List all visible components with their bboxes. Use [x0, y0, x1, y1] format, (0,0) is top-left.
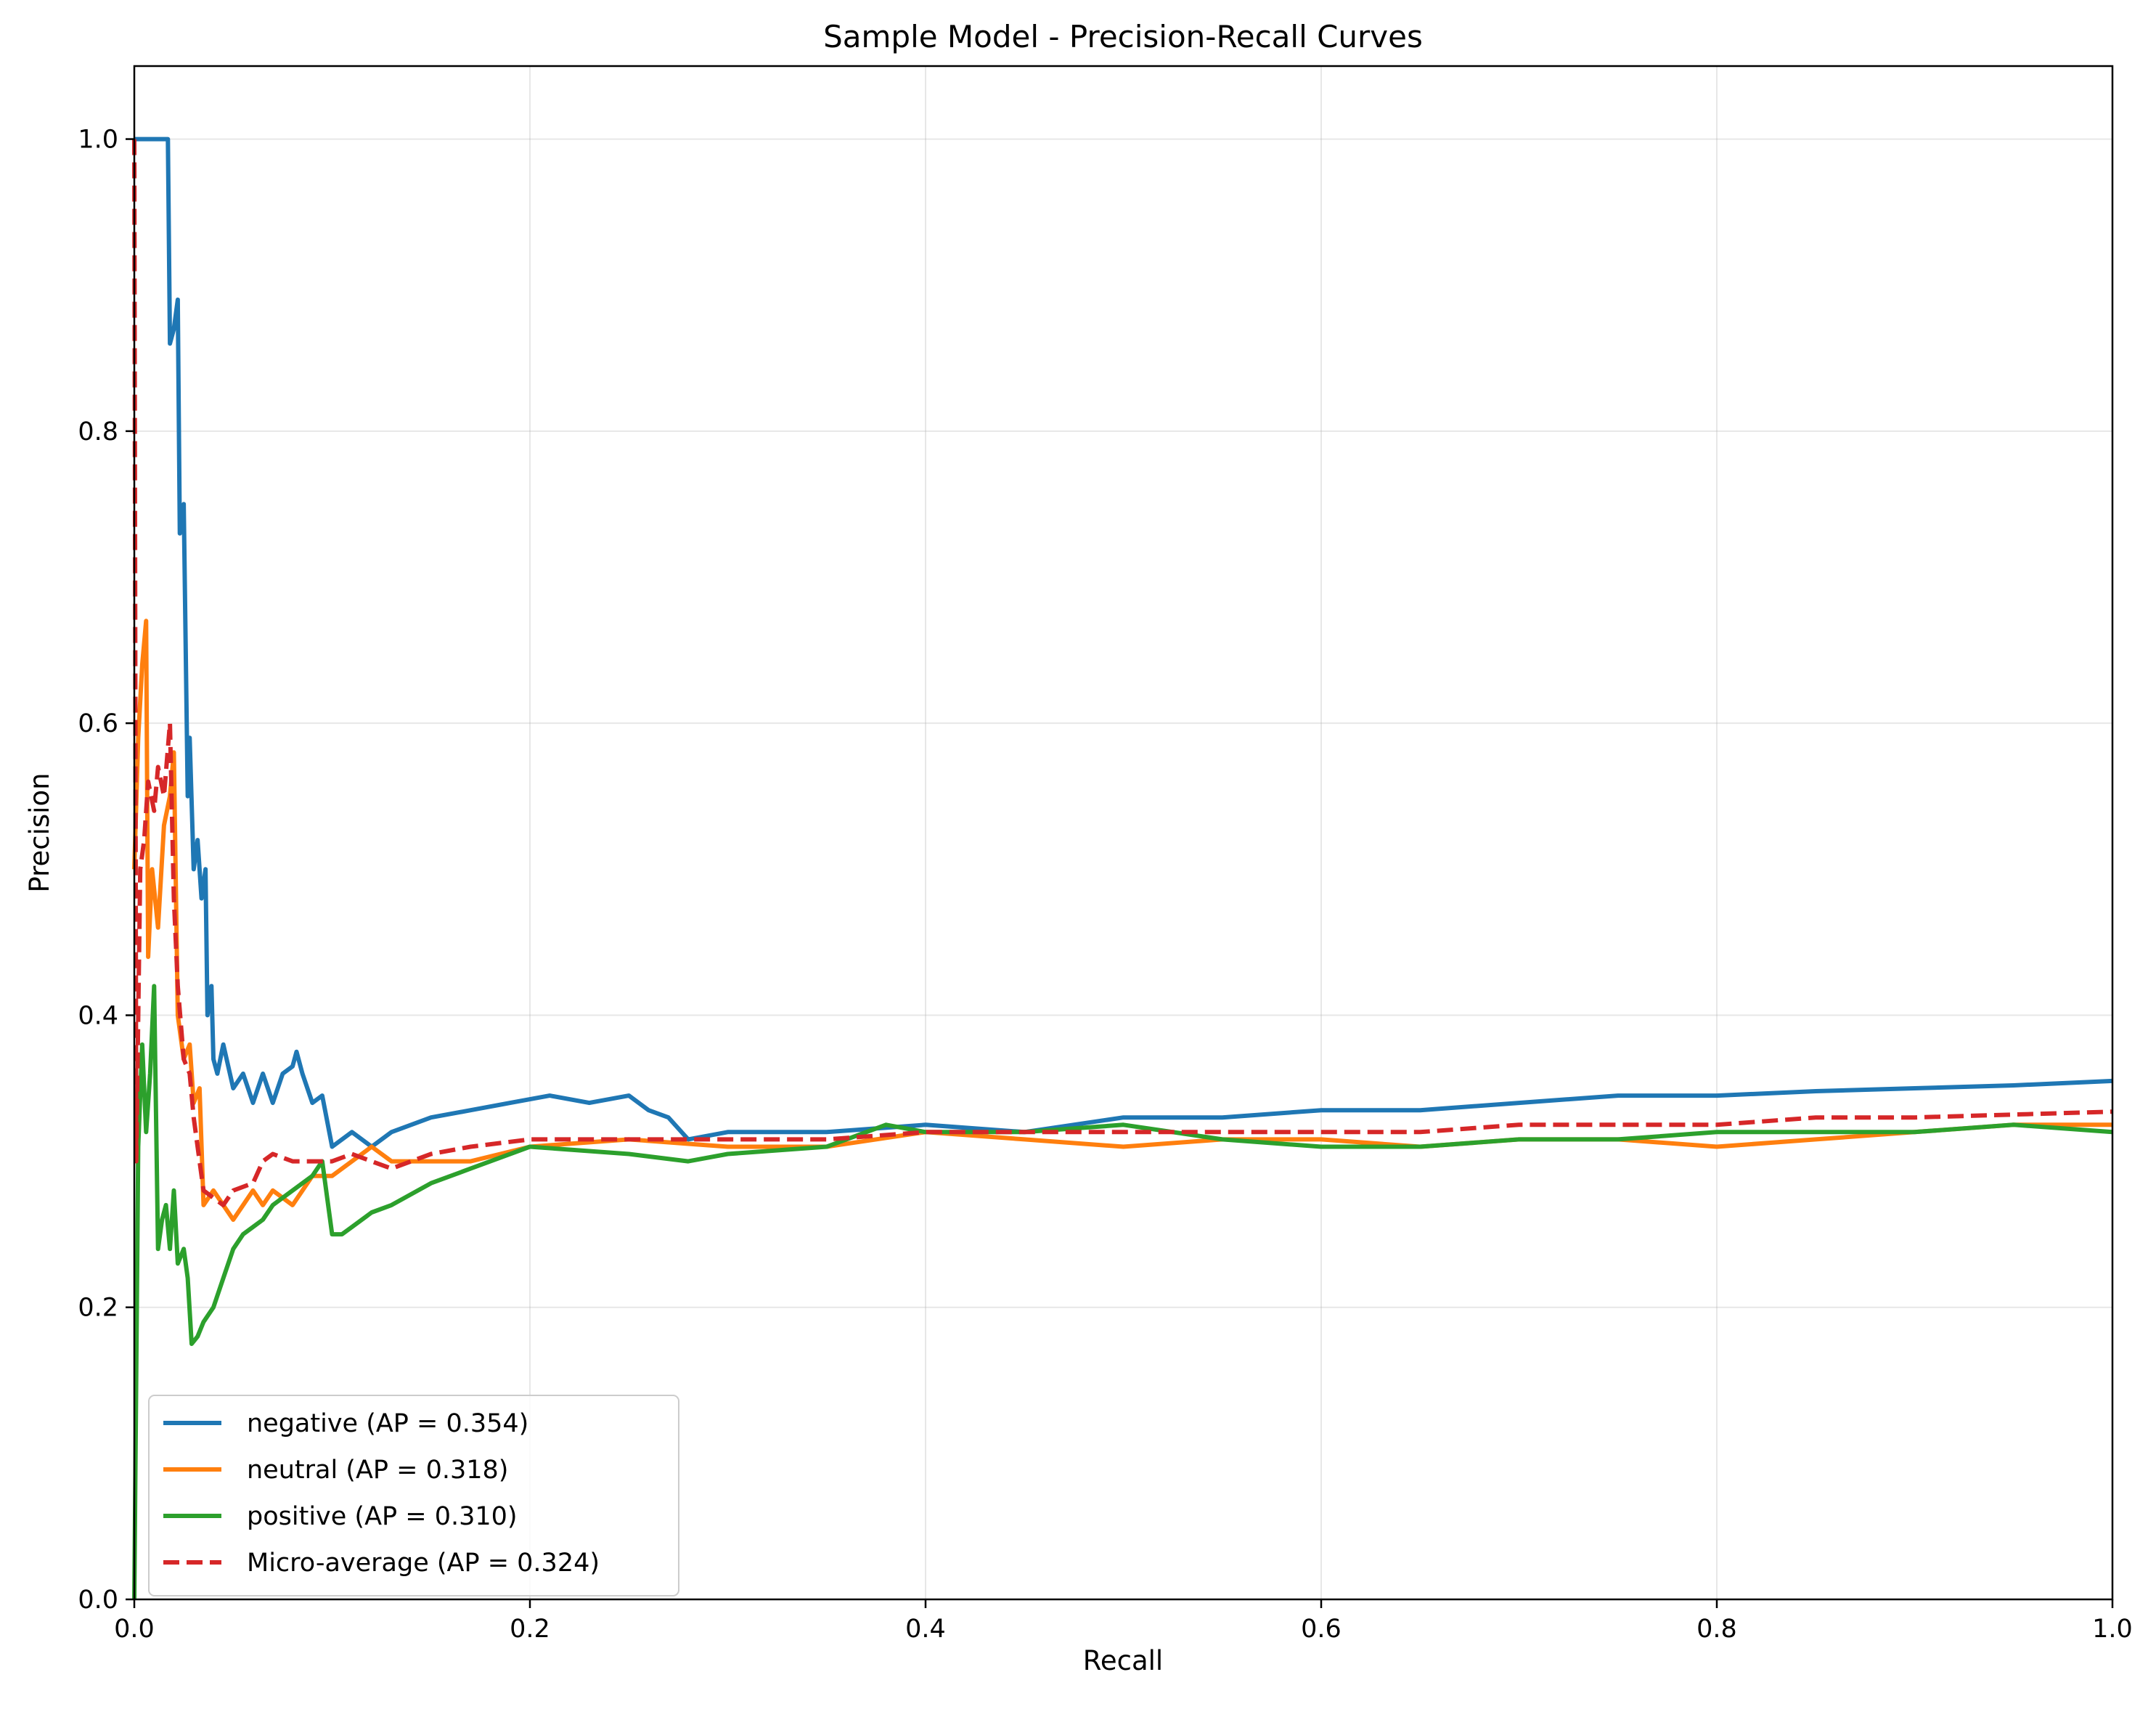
plot-frame	[133, 65, 2114, 1601]
legend-entry-label: positive (AP = 0.310)	[247, 1502, 518, 1531]
y-axis-label: Precision	[24, 772, 55, 892]
x-tick-label: 0.2	[510, 1615, 550, 1644]
y-tick-label: 0.8	[78, 417, 118, 446]
y-tick-label: 0.6	[78, 709, 118, 738]
x-tick-label: 0.0	[114, 1615, 155, 1644]
y-tick-label: 0.4	[78, 1001, 118, 1030]
x-axis-ticks: 0.0 0.2 0.4 0.6 0.8 1.0	[114, 1599, 2133, 1644]
series-line-4	[132, 139, 2113, 1207]
x-tick-label: 0.4	[905, 1615, 946, 1644]
plot-area	[134, 66, 2112, 1599]
series-line-2	[132, 619, 2112, 1222]
x-tick-label: 0.6	[1301, 1615, 1342, 1644]
y-axis-ticks: 0.0 0.2 0.4 0.6 0.8 1.0	[78, 126, 134, 1615]
y-tick-label: 0.0	[78, 1586, 118, 1615]
legend-entry-label: Micro-average (AP = 0.324)	[247, 1549, 600, 1578]
y-tick-label: 1.0	[78, 126, 118, 155]
grid-lines	[134, 66, 2113, 1600]
x-axis-label: Recall	[1083, 1645, 1163, 1676]
legend-entry-label: neutral (AP = 0.318)	[247, 1456, 508, 1485]
series-line-1	[134, 136, 2113, 1149]
series-layer	[132, 136, 2113, 1600]
legend: negative (AP = 0.354) neutral (AP = 0.318…	[148, 1395, 679, 1596]
chart-title: Sample Model - Precision-Recall Curves	[823, 19, 1423, 54]
legend-entry-label: negative (AP = 0.354)	[247, 1409, 528, 1438]
x-tick-label: 1.0	[2092, 1615, 2133, 1644]
legend-box	[148, 1395, 679, 1596]
x-tick-label: 0.8	[1696, 1615, 1737, 1644]
y-tick-label: 0.2	[78, 1294, 118, 1323]
